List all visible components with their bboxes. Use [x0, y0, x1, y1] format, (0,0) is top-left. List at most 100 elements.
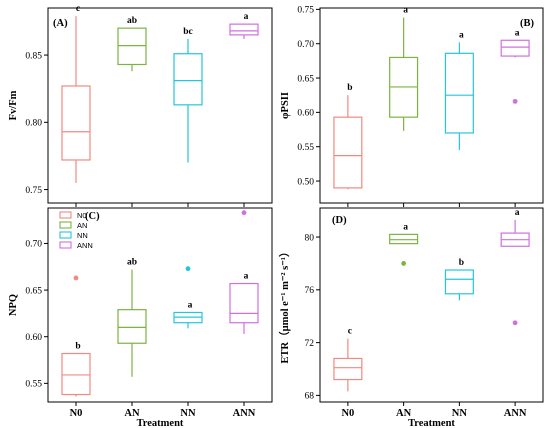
outlier-point	[241, 210, 247, 216]
box-n0: b	[333, 83, 363, 190]
box-ann: a	[500, 208, 530, 326]
legend-swatch	[59, 231, 72, 239]
y-tick-label: 0.75	[297, 6, 314, 16]
box-rect	[117, 27, 147, 66]
panel-label: (C)	[85, 211, 100, 222]
panel-b: 0.50 0.55 0.60 0.65 0.70 0.75 φPSII (B) b a a a	[280, 6, 544, 207]
significance-letter: bc	[183, 27, 193, 37]
y-tick-label: 72	[305, 339, 315, 349]
y-tick-label: 0.70	[25, 240, 42, 250]
legend-swatch	[59, 211, 72, 219]
legend-label: ANN	[77, 241, 93, 250]
box-rect	[117, 309, 147, 344]
box-rect	[61, 85, 91, 161]
significance-letter: a	[403, 6, 408, 16]
plot-frame	[319, 7, 544, 204]
plot-frame	[47, 207, 273, 403]
box-nn: b	[444, 258, 474, 301]
x-tick-label: N0	[70, 408, 83, 419]
box-an: ab	[117, 16, 147, 72]
box-rect	[389, 233, 419, 245]
y-axis-title: φPSII	[280, 92, 291, 119]
box-rect	[444, 52, 474, 134]
outlier-point	[512, 320, 518, 326]
y-axis-title: NPQ	[8, 294, 19, 316]
y-tick-label: 0.70	[297, 40, 314, 50]
box-rect	[229, 282, 259, 324]
significance-letter: ab	[127, 16, 137, 26]
box-ann: a	[229, 12, 259, 39]
y-tick-label: 0.50	[297, 177, 314, 187]
y-tick-label: 0.55	[25, 380, 42, 390]
significance-letter: a	[244, 12, 249, 22]
y-tick-label: 0.60	[297, 109, 314, 119]
significance-letter: a	[403, 222, 408, 232]
panel-d: 68 72 76 80 N0 AN NN ANN Treatment ETR（μmol e⁻¹ m…	[278, 207, 544, 428]
box-n0: c	[333, 327, 363, 392]
box-n0: b	[61, 275, 91, 397]
x-tick-label: AN	[124, 408, 140, 419]
significance-letter: c	[348, 327, 352, 337]
box-nn: a	[173, 266, 203, 329]
y-tick-label: 0.75	[25, 186, 42, 196]
legend-swatch	[59, 241, 72, 249]
significance-letter: b	[459, 258, 464, 268]
legend-swatch	[59, 221, 72, 229]
box-ann: a	[500, 28, 530, 104]
significance-letter: b	[75, 342, 80, 352]
box-rect	[229, 23, 259, 36]
box-nn: bc	[173, 27, 203, 163]
significance-letter: a	[459, 30, 464, 40]
box-rect	[444, 269, 474, 295]
legend-label: N0	[77, 211, 87, 220]
x-tick-label: ANN	[504, 408, 527, 419]
box-an: a	[389, 6, 419, 131]
legend-label: AN	[77, 221, 87, 230]
box-rect	[173, 53, 203, 106]
x-tick-label: NN	[180, 408, 196, 419]
box-an: a	[389, 222, 419, 266]
plot-frame	[319, 207, 544, 403]
box-an: ab	[117, 258, 147, 377]
y-tick-label: 0.80	[25, 119, 42, 129]
outlier-point	[401, 261, 407, 266]
y-tick-label: 76	[305, 286, 315, 296]
box-rect	[333, 116, 363, 189]
significance-letter: a	[515, 208, 520, 218]
y-axis-title: ETR（μmol e⁻¹ m⁻² s⁻¹）	[278, 247, 291, 364]
legend-label: NN	[77, 231, 88, 240]
significance-letter: ab	[127, 258, 137, 268]
x-tick-label: ANN	[233, 408, 256, 419]
box-nn: a	[444, 30, 474, 151]
outlier-point	[73, 275, 79, 281]
x-axis-title: Treatment	[408, 418, 455, 428]
x-tick-label: NN	[452, 408, 468, 419]
significance-letter: a	[244, 272, 249, 282]
x-tick-label: AN	[396, 408, 412, 419]
y-tick-label: 68	[305, 392, 315, 402]
box-rect	[61, 352, 91, 396]
panel-label: (D)	[332, 215, 347, 226]
y-tick-label: 0.85	[25, 51, 42, 61]
panel-label: (B)	[520, 18, 535, 29]
y-tick-label: 0.65	[25, 286, 42, 296]
significance-letter: b	[347, 83, 352, 93]
plot-frame	[47, 7, 273, 204]
box-ann: a	[229, 210, 259, 334]
box-rect	[333, 357, 363, 381]
y-tick-label: 80	[305, 233, 315, 243]
box-n0: c	[61, 4, 91, 183]
significance-letter: c	[76, 4, 80, 14]
outlier-point	[185, 266, 191, 272]
significance-letter: a	[515, 28, 520, 38]
box-rect	[500, 39, 530, 57]
x-axis-title: Treatment	[137, 418, 184, 428]
y-tick-label: 0.55	[297, 143, 314, 153]
y-tick-label: 0.65	[297, 74, 314, 84]
y-axis-title: Fv/Fm	[8, 90, 19, 120]
x-tick-label: N0	[341, 408, 354, 419]
panel-label: (A)	[53, 18, 68, 29]
